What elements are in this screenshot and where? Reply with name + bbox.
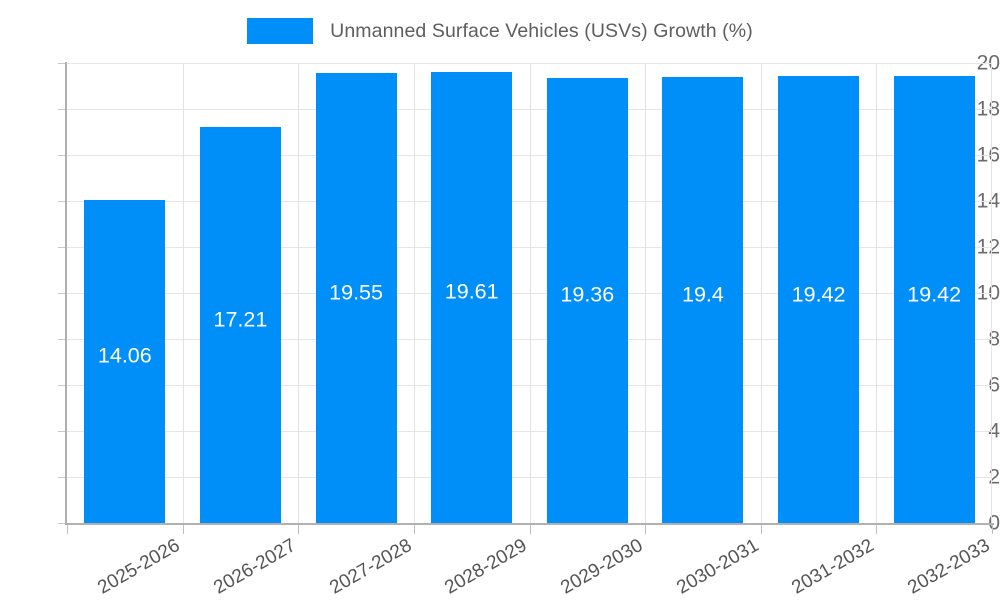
gridline-horizontal (67, 247, 992, 248)
gridline-horizontal (67, 431, 992, 432)
bar-value-label: 19.42 (791, 281, 846, 306)
y-tick-label: 2 (988, 465, 1000, 489)
bar-value-label: 19.42 (907, 281, 962, 306)
x-tick-mark (992, 525, 993, 534)
y-tick-mark (58, 477, 66, 478)
gridline-horizontal (67, 385, 992, 386)
category-divider (298, 63, 299, 523)
gridline-horizontal (67, 155, 992, 156)
y-tick-label: 8 (988, 327, 1000, 351)
x-tick-mark (530, 525, 531, 534)
bar[interactable] (84, 199, 166, 523)
y-tick-mark (58, 385, 66, 386)
x-tick-label: 2029-2030 (557, 535, 647, 599)
bar[interactable] (431, 71, 513, 523)
chart-legend: Unmanned Surface Vehicles (USVs) Growth … (0, 12, 1000, 50)
bar-value-label: 14.06 (97, 343, 152, 368)
bar[interactable] (893, 76, 975, 523)
x-tick-label: 2031-2032 (788, 535, 878, 599)
y-tick-label: 0 (988, 511, 1000, 535)
bar[interactable] (778, 76, 860, 523)
bar-value-label: 19.61 (444, 279, 499, 304)
y-tick-mark (58, 431, 66, 432)
category-divider (530, 63, 531, 523)
y-tick-mark (58, 155, 66, 156)
bar[interactable] (662, 76, 744, 523)
bar[interactable] (546, 77, 628, 523)
y-tick-mark (58, 201, 66, 202)
category-divider (414, 63, 415, 523)
gridline-horizontal (67, 293, 992, 294)
x-tick-mark (761, 525, 762, 534)
x-tick-label: 2032-2033 (904, 535, 994, 599)
y-tick-mark (58, 247, 66, 248)
x-tick-mark (183, 525, 184, 534)
plot-area: 14.06 17.21 19.55 19.61 19.36 19.4 19.42 19.42 (67, 63, 992, 523)
bar-value-label: 19.36 (560, 282, 615, 307)
x-tick-label: 2026-2027 (210, 535, 300, 599)
bar-value-label: 17.21 (213, 307, 268, 332)
x-tick-label: 2027-2028 (325, 535, 416, 599)
category-divider (876, 63, 877, 523)
bar-value-label: 19.4 (682, 282, 724, 307)
y-tick-mark (58, 339, 66, 340)
y-tick-mark (58, 523, 66, 524)
legend-color-swatch-icon (247, 18, 314, 44)
x-tick-mark (876, 525, 877, 534)
x-tick-mark (414, 525, 415, 534)
legend-item-label: Unmanned Surface Vehicles (USVs) Growth … (330, 19, 753, 42)
x-tick-mark (67, 525, 68, 534)
y-axis-line (65, 62, 67, 524)
bar-value-label: 19.55 (329, 280, 383, 305)
gridline-horizontal (67, 339, 992, 340)
category-divider (761, 63, 762, 523)
category-divider (645, 63, 646, 523)
y-tick-mark (58, 63, 66, 64)
gridline-horizontal (67, 477, 992, 478)
category-divider (183, 63, 184, 523)
gridline-horizontal (67, 109, 992, 110)
y-tick-mark (58, 293, 66, 294)
legend-item-usv-growth[interactable]: Unmanned Surface Vehicles (USVs) Growth … (247, 18, 753, 44)
x-tick-mark (645, 525, 646, 534)
y-tick-label: 6 (988, 373, 1000, 397)
y-tick-label: 4 (988, 419, 1000, 443)
x-tick-label: 2030-2031 (672, 535, 762, 599)
x-axis-line (65, 523, 994, 525)
x-tick-label: 2028-2029 (441, 535, 531, 599)
bar[interactable] (315, 73, 397, 523)
y-tick-mark (58, 109, 66, 110)
gridline-horizontal (67, 63, 992, 64)
x-tick-label: 2025-2026 (94, 535, 184, 599)
bar[interactable] (199, 127, 281, 523)
gridline-horizontal (67, 201, 992, 202)
x-tick-mark (298, 525, 299, 534)
